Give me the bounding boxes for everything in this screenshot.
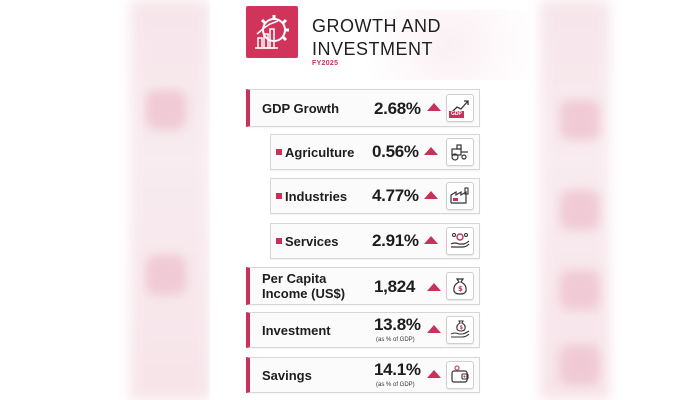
stat-row-industries: Industries 4.77% <box>270 178 480 214</box>
fiscal-year-label: FY2025 <box>312 60 339 67</box>
bullet <box>276 149 282 155</box>
background-blob <box>146 90 186 130</box>
page-title-line1: GROWTH AND <box>312 16 441 36</box>
infographic-header: GROWTH AND INVESTMENT FY2025 <box>246 6 506 68</box>
wallet-icon <box>446 361 474 389</box>
factory-icon <box>446 182 474 210</box>
stat-label: Industries <box>285 189 348 204</box>
stat-value: 0.56% <box>372 142 419 161</box>
stat-note: (as % of GDP) <box>376 337 415 343</box>
trend-up-icon <box>427 283 441 291</box>
bullet <box>276 193 282 199</box>
bullet <box>276 238 282 244</box>
stat-row-savings: Savings 14.1% (as % of GDP) <box>246 357 480 393</box>
stat-row-investment: Investment 13.8% (as % of GDP) <box>246 312 480 348</box>
tractor-icon <box>446 138 474 166</box>
stat-value: 1,824 <box>374 277 416 296</box>
stat-row-per-capita-income: Per Capita Income (US$) 1,824 <box>246 267 480 305</box>
stat-value: 4.77% <box>372 186 419 205</box>
stat-label: Savings <box>262 368 312 383</box>
stat-label: Agriculture <box>285 145 355 160</box>
background-blob <box>560 270 600 310</box>
trend-up-icon <box>427 325 441 333</box>
stat-row-agriculture: Agriculture 0.56% <box>270 134 480 170</box>
stat-value: 13.8% <box>374 315 421 334</box>
trend-up-icon <box>427 103 441 111</box>
page-title-line2: INVESTMENT <box>312 39 434 59</box>
background-blur-left <box>130 0 210 400</box>
trend-up-icon <box>424 147 438 155</box>
svg-text:$: $ <box>460 325 464 331</box>
stat-value: 2.91% <box>372 231 419 250</box>
stat-value: 14.1% <box>374 360 421 379</box>
background-blob <box>560 100 600 140</box>
stat-label: Investment <box>262 323 331 338</box>
background-blob <box>146 255 186 295</box>
stat-label: Services <box>285 234 339 249</box>
trend-up-icon <box>427 370 441 378</box>
stat-row-services: Services 2.91% <box>270 223 480 259</box>
background-blob <box>560 190 600 230</box>
stat-note: (as % of GDP) <box>376 382 415 388</box>
background-blob <box>560 345 600 385</box>
stat-label-line1: Per Capita <box>262 271 327 286</box>
hand-gear-icon <box>446 227 474 255</box>
trend-up-icon <box>424 236 438 244</box>
trend-up-icon <box>424 191 438 199</box>
stat-row-gdp-growth: GDP Growth 2.68% <box>246 89 480 127</box>
gdp-tag: GDP <box>449 111 464 118</box>
stat-label: GDP Growth <box>262 101 340 116</box>
watermark <box>330 10 530 80</box>
stat-label-line2: Income (US$) <box>262 286 346 301</box>
svg-text:$: $ <box>458 285 463 293</box>
stat-value: 2.68% <box>374 99 421 118</box>
growth-gear-chart-icon <box>246 6 298 58</box>
gdp-chart-icon: GDP <box>446 94 474 122</box>
hand-money-bag-icon: $ <box>446 316 474 344</box>
money-bag-icon: $ <box>446 272 474 300</box>
